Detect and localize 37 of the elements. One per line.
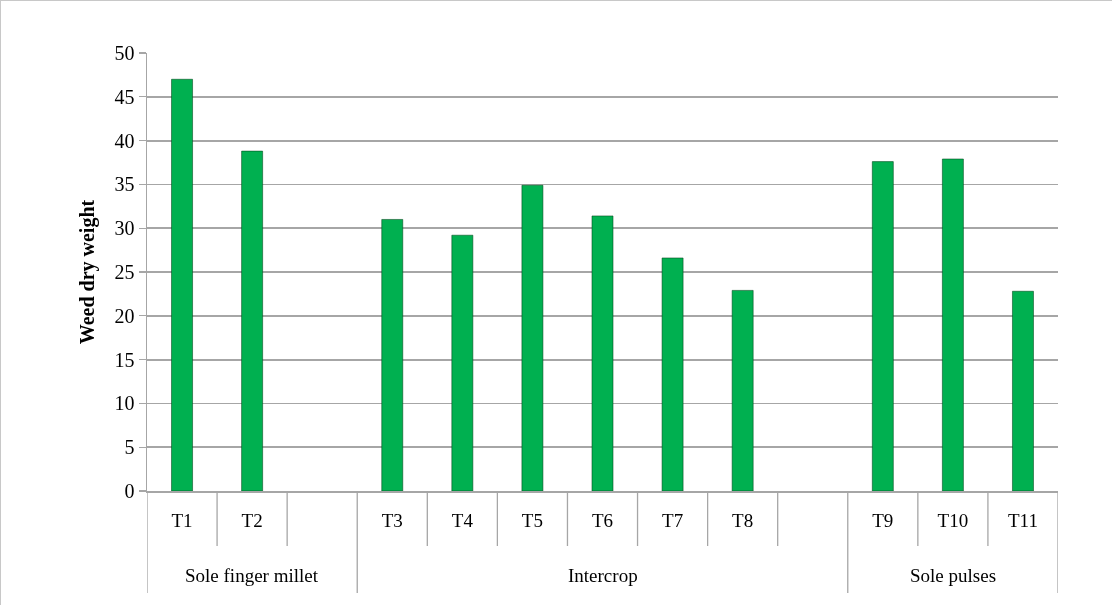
bar xyxy=(381,218,404,491)
bar xyxy=(1011,290,1034,491)
bar xyxy=(241,150,264,491)
bar xyxy=(731,289,754,491)
y-tick-label: 35 xyxy=(114,173,135,196)
text: Sole finger millet xyxy=(185,565,319,586)
x-tick-label: T9 xyxy=(872,510,894,532)
bar xyxy=(941,158,964,491)
y-tick-label: 45 xyxy=(114,85,135,108)
y-tick-label: 50 xyxy=(114,42,135,64)
bar xyxy=(661,257,684,491)
x-tick-label: T7 xyxy=(662,510,684,532)
y-tick-label: 40 xyxy=(114,129,135,152)
y-tick-label: 20 xyxy=(114,304,135,327)
text: Intercrop xyxy=(568,565,638,586)
x-tick-label: T8 xyxy=(732,510,754,532)
y-tick-label: 30 xyxy=(114,217,135,240)
text: Sole pulses xyxy=(910,565,997,586)
x-tick-label: T1 xyxy=(171,510,193,532)
bar xyxy=(171,78,194,491)
y-tick-label: 25 xyxy=(114,261,135,283)
bar xyxy=(451,234,474,491)
bar xyxy=(871,161,894,491)
bar xyxy=(591,215,614,491)
y-axis-title: Weed dry weight xyxy=(76,199,100,345)
x-tick-label: T6 xyxy=(591,510,614,532)
x-tick-label: T5 xyxy=(521,510,543,532)
x-tick-label: T3 xyxy=(381,510,403,532)
y-tick-label: 0 xyxy=(124,480,135,502)
x-tick-label: T4 xyxy=(451,510,474,532)
x-tick-label: T2 xyxy=(241,510,263,532)
x-tick-label: T11 xyxy=(1008,510,1038,532)
bar xyxy=(521,184,544,491)
x-tick-label: T10 xyxy=(937,510,969,532)
y-tick-label: 10 xyxy=(114,392,135,415)
y-tick-label: 5 xyxy=(124,436,135,459)
y-tick-label: 15 xyxy=(114,348,135,371)
